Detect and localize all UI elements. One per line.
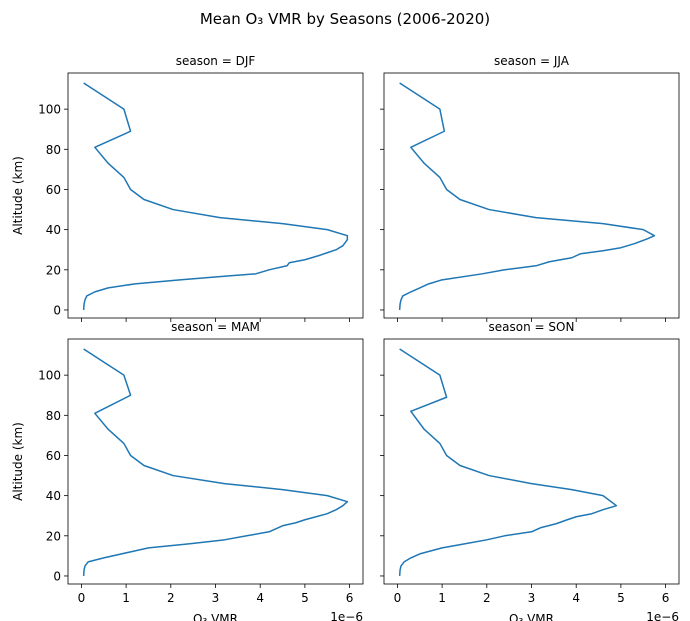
panel-4: season = SON 0 1 2 3 4 5 6 O₃ VMR 1e−6	[380, 320, 680, 621]
x-tick-label: 3	[212, 591, 220, 605]
ozone-profile-line	[82, 82, 349, 311]
x-tick-label: 4	[572, 591, 580, 605]
x-tick-label: 5	[617, 591, 625, 605]
x-tick-label: 6	[346, 591, 354, 605]
x-axis-label: O₃ VMR	[193, 612, 238, 621]
axes-frame	[67, 72, 364, 319]
y-tick-label: 100	[38, 369, 61, 383]
x-axis-label: O₃ VMR	[509, 612, 554, 621]
x-tick-label: 5	[301, 591, 309, 605]
y-axis-label: Altitude (km)	[11, 156, 25, 235]
panel-2: season = JJA	[380, 54, 680, 322]
x-tick-label: 6	[662, 591, 670, 605]
y-tick-label: 60	[46, 183, 61, 197]
ozone-profile-line	[82, 348, 349, 577]
y-tick-label: 80	[46, 143, 61, 157]
x-tick-label: 1	[438, 591, 446, 605]
panel-title: season = MAM	[171, 320, 260, 334]
y-tick-label: 100	[38, 103, 61, 117]
x-tick-label: 3	[528, 591, 536, 605]
figure-title: Mean O₃ VMR by Seasons (2006-2020)	[200, 10, 490, 28]
panel-1: season = DJF 0 20 40 60 80 100 Altitude (km)	[11, 54, 364, 322]
x-tick-label: 4	[256, 591, 264, 605]
x-tick-label: 0	[394, 591, 402, 605]
axes-frame	[67, 338, 364, 585]
y-tick-label: 0	[53, 303, 61, 317]
y-tick-label: 40	[46, 223, 61, 237]
ozone-profile-line	[398, 348, 618, 577]
x-tick-label: 2	[483, 591, 491, 605]
ozone-profile-line	[398, 82, 656, 311]
x-tick-label: 2	[167, 591, 175, 605]
y-axis-label: Altitude (km)	[11, 422, 25, 501]
axes-frame	[383, 72, 680, 319]
panel-title: season = SON	[489, 320, 575, 334]
y-tick-label: 0	[53, 569, 61, 583]
y-tick-label: 20	[46, 263, 61, 277]
y-tick-label: 60	[46, 449, 61, 463]
y-tick-label: 20	[46, 529, 61, 543]
x-tick-label: 0	[78, 591, 86, 605]
x-offset-text: 1e−6	[330, 610, 363, 621]
y-tick-label: 40	[46, 489, 61, 503]
x-tick-label: 1	[122, 591, 130, 605]
y-tick-label: 80	[46, 409, 61, 423]
axes-frame	[383, 338, 680, 585]
x-offset-text: 1e−6	[646, 610, 679, 621]
panel-title: season = DJF	[176, 54, 256, 68]
panel-title: season = JJA	[494, 54, 570, 68]
panel-3: season = MAM 0 20 40 60 80 100 0 1 2 3 4 5 6 Altitude …	[11, 320, 364, 621]
